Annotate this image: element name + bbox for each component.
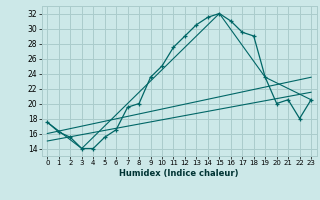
X-axis label: Humidex (Indice chaleur): Humidex (Indice chaleur) — [119, 169, 239, 178]
